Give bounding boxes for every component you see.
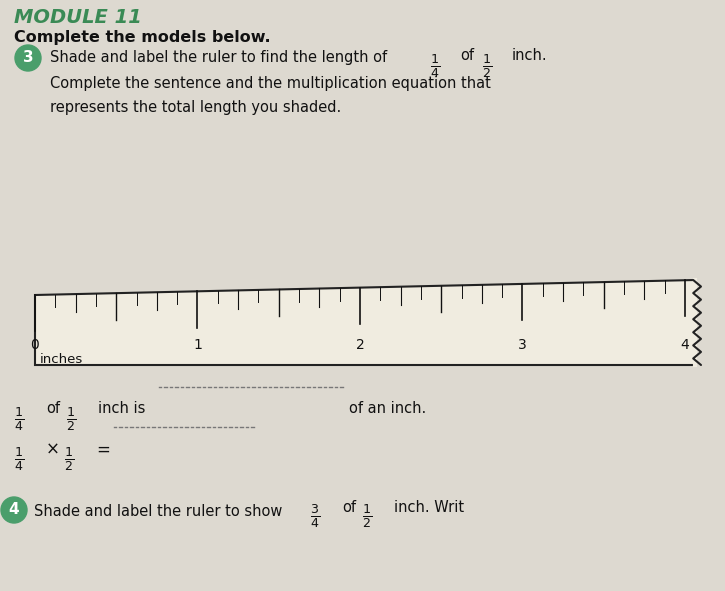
Text: Shade and label the ruler to find the length of: Shade and label the ruler to find the le… [50, 50, 392, 65]
Text: of: of [460, 48, 474, 63]
Text: 0: 0 [30, 339, 39, 352]
Text: Complete the sentence and the multiplication equation that: Complete the sentence and the multiplica… [50, 76, 491, 91]
Text: Shade and label the ruler to show: Shade and label the ruler to show [34, 504, 282, 519]
Text: represents the total length you shaded.: represents the total length you shaded. [50, 100, 341, 115]
Text: MODULE 11: MODULE 11 [14, 8, 142, 27]
Circle shape [15, 45, 41, 71]
Text: $\mathregular{\frac{1}{4}}$: $\mathregular{\frac{1}{4}}$ [14, 405, 24, 433]
Text: 4: 4 [9, 502, 20, 518]
Text: 3: 3 [22, 50, 33, 66]
Text: 3: 3 [518, 339, 527, 352]
Text: 1: 1 [193, 339, 202, 352]
Text: 2: 2 [356, 339, 365, 352]
Polygon shape [35, 280, 695, 365]
Circle shape [1, 497, 27, 523]
Text: $\mathregular{\frac{1}{2}}$: $\mathregular{\frac{1}{2}}$ [66, 405, 76, 433]
Text: $\mathregular{\frac{1}{2}}$: $\mathregular{\frac{1}{2}}$ [482, 52, 492, 80]
Text: $\mathregular{\frac{1}{4}}$: $\mathregular{\frac{1}{4}}$ [430, 52, 440, 80]
Text: 4: 4 [681, 339, 689, 352]
Text: of an inch.: of an inch. [349, 401, 426, 416]
Text: Complete the models below.: Complete the models below. [14, 30, 270, 45]
Text: inch. Writ: inch. Writ [394, 500, 464, 515]
Text: $\mathregular{\frac{1}{4}}$: $\mathregular{\frac{1}{4}}$ [14, 445, 24, 473]
Text: of: of [46, 401, 60, 416]
Text: of: of [342, 500, 356, 515]
Text: ×: × [46, 441, 60, 459]
Text: inch is: inch is [98, 401, 146, 416]
Text: inches: inches [40, 353, 83, 366]
Text: =: = [96, 441, 110, 459]
Text: $\mathregular{\frac{1}{2}}$: $\mathregular{\frac{1}{2}}$ [362, 502, 372, 530]
Text: $\mathregular{\frac{1}{2}}$: $\mathregular{\frac{1}{2}}$ [64, 445, 74, 473]
Text: inch.: inch. [512, 48, 547, 63]
Text: $\mathregular{\frac{3}{4}}$: $\mathregular{\frac{3}{4}}$ [310, 502, 320, 530]
